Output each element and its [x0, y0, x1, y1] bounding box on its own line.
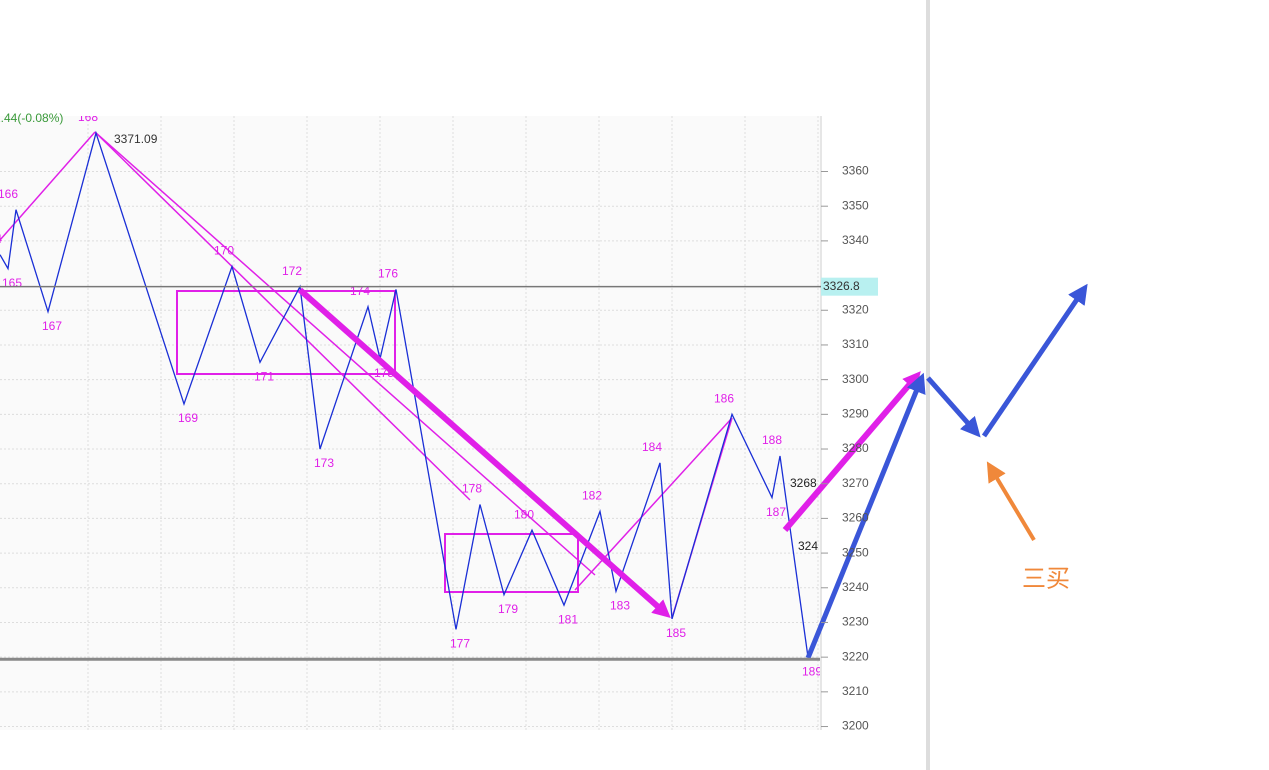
- point-label: 186: [714, 391, 734, 405]
- y-tick-label: 3320: [842, 302, 869, 316]
- point-label: 187: [766, 505, 786, 519]
- arrow: [805, 372, 926, 659]
- header: 2.44(-0.08%): [0, 111, 63, 125]
- annotation: 三买: [1022, 565, 1070, 592]
- y-tick-label: 3350: [842, 198, 869, 212]
- point-label: 181: [558, 612, 578, 626]
- point-label: 184: [642, 440, 662, 454]
- y-tick-label: 3220: [842, 649, 869, 663]
- trend-line: [94, 131, 471, 501]
- box: [176, 290, 396, 375]
- point-label: 169: [178, 411, 198, 425]
- point-label: 180: [514, 507, 534, 521]
- arrow: [981, 283, 1088, 438]
- point-label: 174: [350, 284, 370, 298]
- y-tick-label: 3360: [842, 164, 869, 178]
- trend-line: [0, 131, 96, 241]
- y-tick-label: 3340: [842, 233, 869, 247]
- price-tag: 324: [798, 539, 818, 553]
- trend-line: [574, 417, 733, 591]
- last-price-box: [821, 277, 878, 296]
- axis-area: [821, 116, 879, 730]
- y-tick-label: 3240: [842, 580, 869, 594]
- point-label: 185: [666, 626, 686, 640]
- y-tick-label: 3250: [842, 545, 869, 559]
- y-tick-label: 3310: [842, 337, 869, 351]
- arrow: [926, 376, 981, 438]
- point-label: 168: [78, 110, 98, 124]
- zigzag-line: [0, 130, 809, 658]
- y-tick-label: 3260: [842, 511, 869, 525]
- point-label: 170: [214, 244, 234, 258]
- arrow: [298, 287, 671, 618]
- point-label: 166: [0, 187, 18, 201]
- peak-label: 3371.09: [114, 132, 158, 146]
- y-tick-label: 3230: [842, 615, 869, 629]
- point-label: 183: [610, 598, 630, 612]
- trend-line: [94, 131, 596, 576]
- point-label: 179: [498, 602, 518, 616]
- y-tick-label: 3210: [842, 684, 869, 698]
- point-label: 188: [762, 433, 782, 447]
- point-label: 171: [254, 369, 274, 383]
- y-tick-label: 3200: [842, 719, 869, 733]
- point-label: 173: [314, 456, 334, 470]
- y-tick-label: 3290: [842, 406, 869, 420]
- point-label: 167: [42, 319, 62, 333]
- point-label: 164: [0, 232, 2, 246]
- arrow: [986, 461, 1036, 542]
- box: [444, 533, 579, 593]
- point-label: 165: [2, 276, 22, 290]
- point-label: 178: [462, 482, 482, 496]
- point-label: 189: [802, 664, 822, 678]
- point-label: 176: [378, 267, 398, 281]
- plot-area: [0, 116, 820, 730]
- point-label: 177: [450, 637, 470, 651]
- y-tick-label: 3300: [842, 372, 869, 386]
- divider: [926, 0, 930, 770]
- arrow: [782, 371, 921, 532]
- point-label: 182: [582, 489, 602, 503]
- last-price-label: 3326.8: [823, 279, 860, 293]
- price-tag: 3268: [790, 476, 817, 490]
- point-label: 172: [282, 264, 302, 278]
- y-tick-label: 3270: [842, 476, 869, 490]
- arrows: [298, 283, 1088, 659]
- y-tick-label: 3280: [842, 441, 869, 455]
